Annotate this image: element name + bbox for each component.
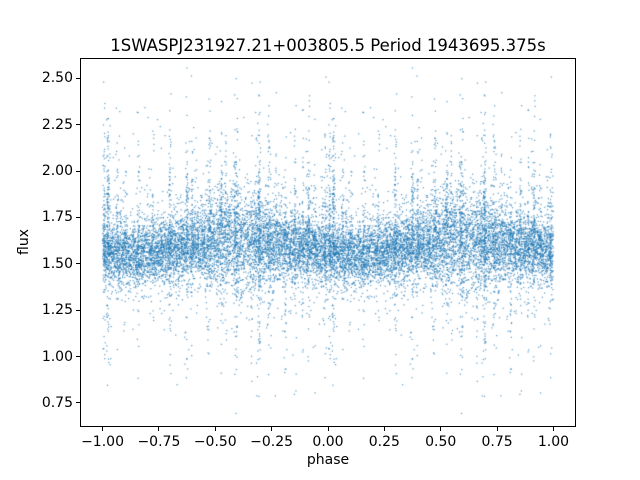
x-tick-label: 0.25 [368, 434, 400, 450]
plot-area [80, 58, 576, 427]
x-tick [552, 427, 554, 431]
x-tick-label: 0.00 [312, 434, 344, 450]
x-tick [271, 427, 273, 431]
scatter-canvas [80, 58, 576, 427]
y-tick-label: 1.25 [41, 302, 73, 319]
y-tick [76, 124, 80, 126]
x-tick-label: 0.50 [425, 434, 457, 450]
y-axis-label: flux [16, 229, 32, 255]
chart-title: 1SWASPJ231927.21+003805.5 Period 1943695… [110, 36, 546, 55]
y-tick [76, 309, 80, 311]
y-tick [76, 216, 80, 218]
x-tick [440, 427, 442, 431]
x-tick-label: 1.00 [537, 434, 570, 450]
x-tick [327, 427, 329, 431]
y-tick-label: 2.25 [41, 116, 73, 133]
x-tick [102, 427, 104, 431]
y-tick-label: 1.75 [41, 209, 73, 226]
y-tick-label: 1.00 [41, 348, 73, 365]
y-tick [76, 356, 80, 358]
x-tick [158, 427, 160, 431]
x-tick [496, 427, 498, 431]
x-tick-label: −1.00 [81, 434, 124, 450]
x-tick-label: −0.75 [137, 434, 181, 450]
x-tick [214, 427, 216, 431]
x-tick [383, 427, 385, 431]
y-tick-label: 1.50 [41, 255, 73, 272]
y-tick [76, 402, 80, 404]
x-tick-label: −0.25 [250, 434, 294, 450]
y-tick [76, 77, 80, 79]
y-tick-label: 0.75 [41, 394, 73, 411]
x-axis-label: phase [306, 452, 350, 468]
x-tick-label: 0.75 [481, 434, 513, 450]
y-tick-label: 2.00 [41, 163, 73, 180]
y-tick [76, 263, 80, 265]
y-tick [76, 170, 80, 172]
y-tick-label: 2.50 [41, 70, 73, 87]
x-tick-label: −0.50 [193, 434, 237, 450]
